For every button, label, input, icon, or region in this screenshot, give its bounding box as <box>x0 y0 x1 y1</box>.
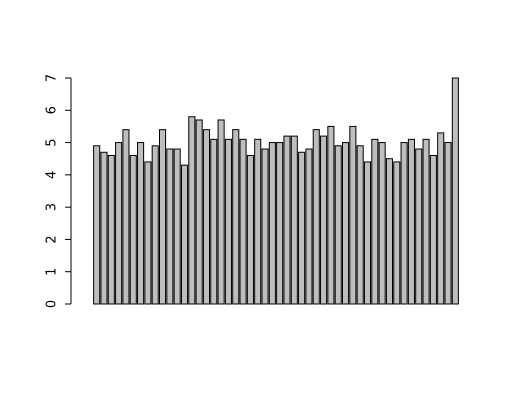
bar <box>400 142 408 305</box>
bar <box>239 138 247 305</box>
bar <box>144 161 152 305</box>
bar <box>356 145 364 305</box>
bar <box>261 148 269 305</box>
bar <box>320 135 328 305</box>
bar <box>451 77 459 305</box>
bar <box>283 135 291 305</box>
bar <box>151 145 159 305</box>
bar <box>122 129 130 305</box>
bar <box>224 138 232 305</box>
y-tick-label: 4 <box>45 171 60 179</box>
y-tick-label: 1 <box>45 268 60 276</box>
bar <box>305 148 313 305</box>
bar <box>137 142 145 305</box>
bar <box>422 138 430 305</box>
bar <box>210 138 218 305</box>
bar <box>327 125 335 305</box>
bar <box>276 142 284 305</box>
y-tick-label: 3 <box>45 203 60 211</box>
y-tick-label: 2 <box>45 235 60 243</box>
bar <box>385 158 394 305</box>
bar <box>312 129 320 305</box>
bar <box>100 151 108 305</box>
bar <box>407 138 415 305</box>
bar <box>173 148 181 305</box>
bar <box>115 142 123 305</box>
bar <box>180 164 189 305</box>
y-tick-label: 6 <box>45 106 60 114</box>
bar <box>254 138 262 305</box>
y-axis: 0 1 2 3 4 5 6 7 <box>45 74 72 308</box>
bar <box>159 129 167 305</box>
bar <box>415 148 423 305</box>
y-tick-label: 5 <box>45 138 60 146</box>
bar <box>232 129 240 305</box>
bar-series <box>93 77 459 305</box>
y-tick-label: 7 <box>45 74 60 82</box>
bar <box>349 125 357 305</box>
bar <box>429 154 437 305</box>
bar <box>217 119 225 305</box>
bar <box>188 116 196 305</box>
bar <box>129 154 137 305</box>
bar <box>195 119 203 305</box>
bar <box>290 135 298 305</box>
bar <box>342 142 350 305</box>
bar <box>334 145 342 305</box>
bar <box>444 142 452 305</box>
bar <box>437 132 445 305</box>
bar <box>378 142 386 305</box>
bar <box>298 151 306 305</box>
y-tick-label: 0 <box>45 300 60 308</box>
bar <box>202 129 210 305</box>
bar <box>393 161 401 305</box>
bar <box>246 154 254 305</box>
bar <box>268 142 276 305</box>
bar <box>107 154 115 305</box>
bar <box>363 161 372 305</box>
bar <box>371 138 379 305</box>
bar <box>166 148 174 305</box>
bar <box>93 145 101 305</box>
